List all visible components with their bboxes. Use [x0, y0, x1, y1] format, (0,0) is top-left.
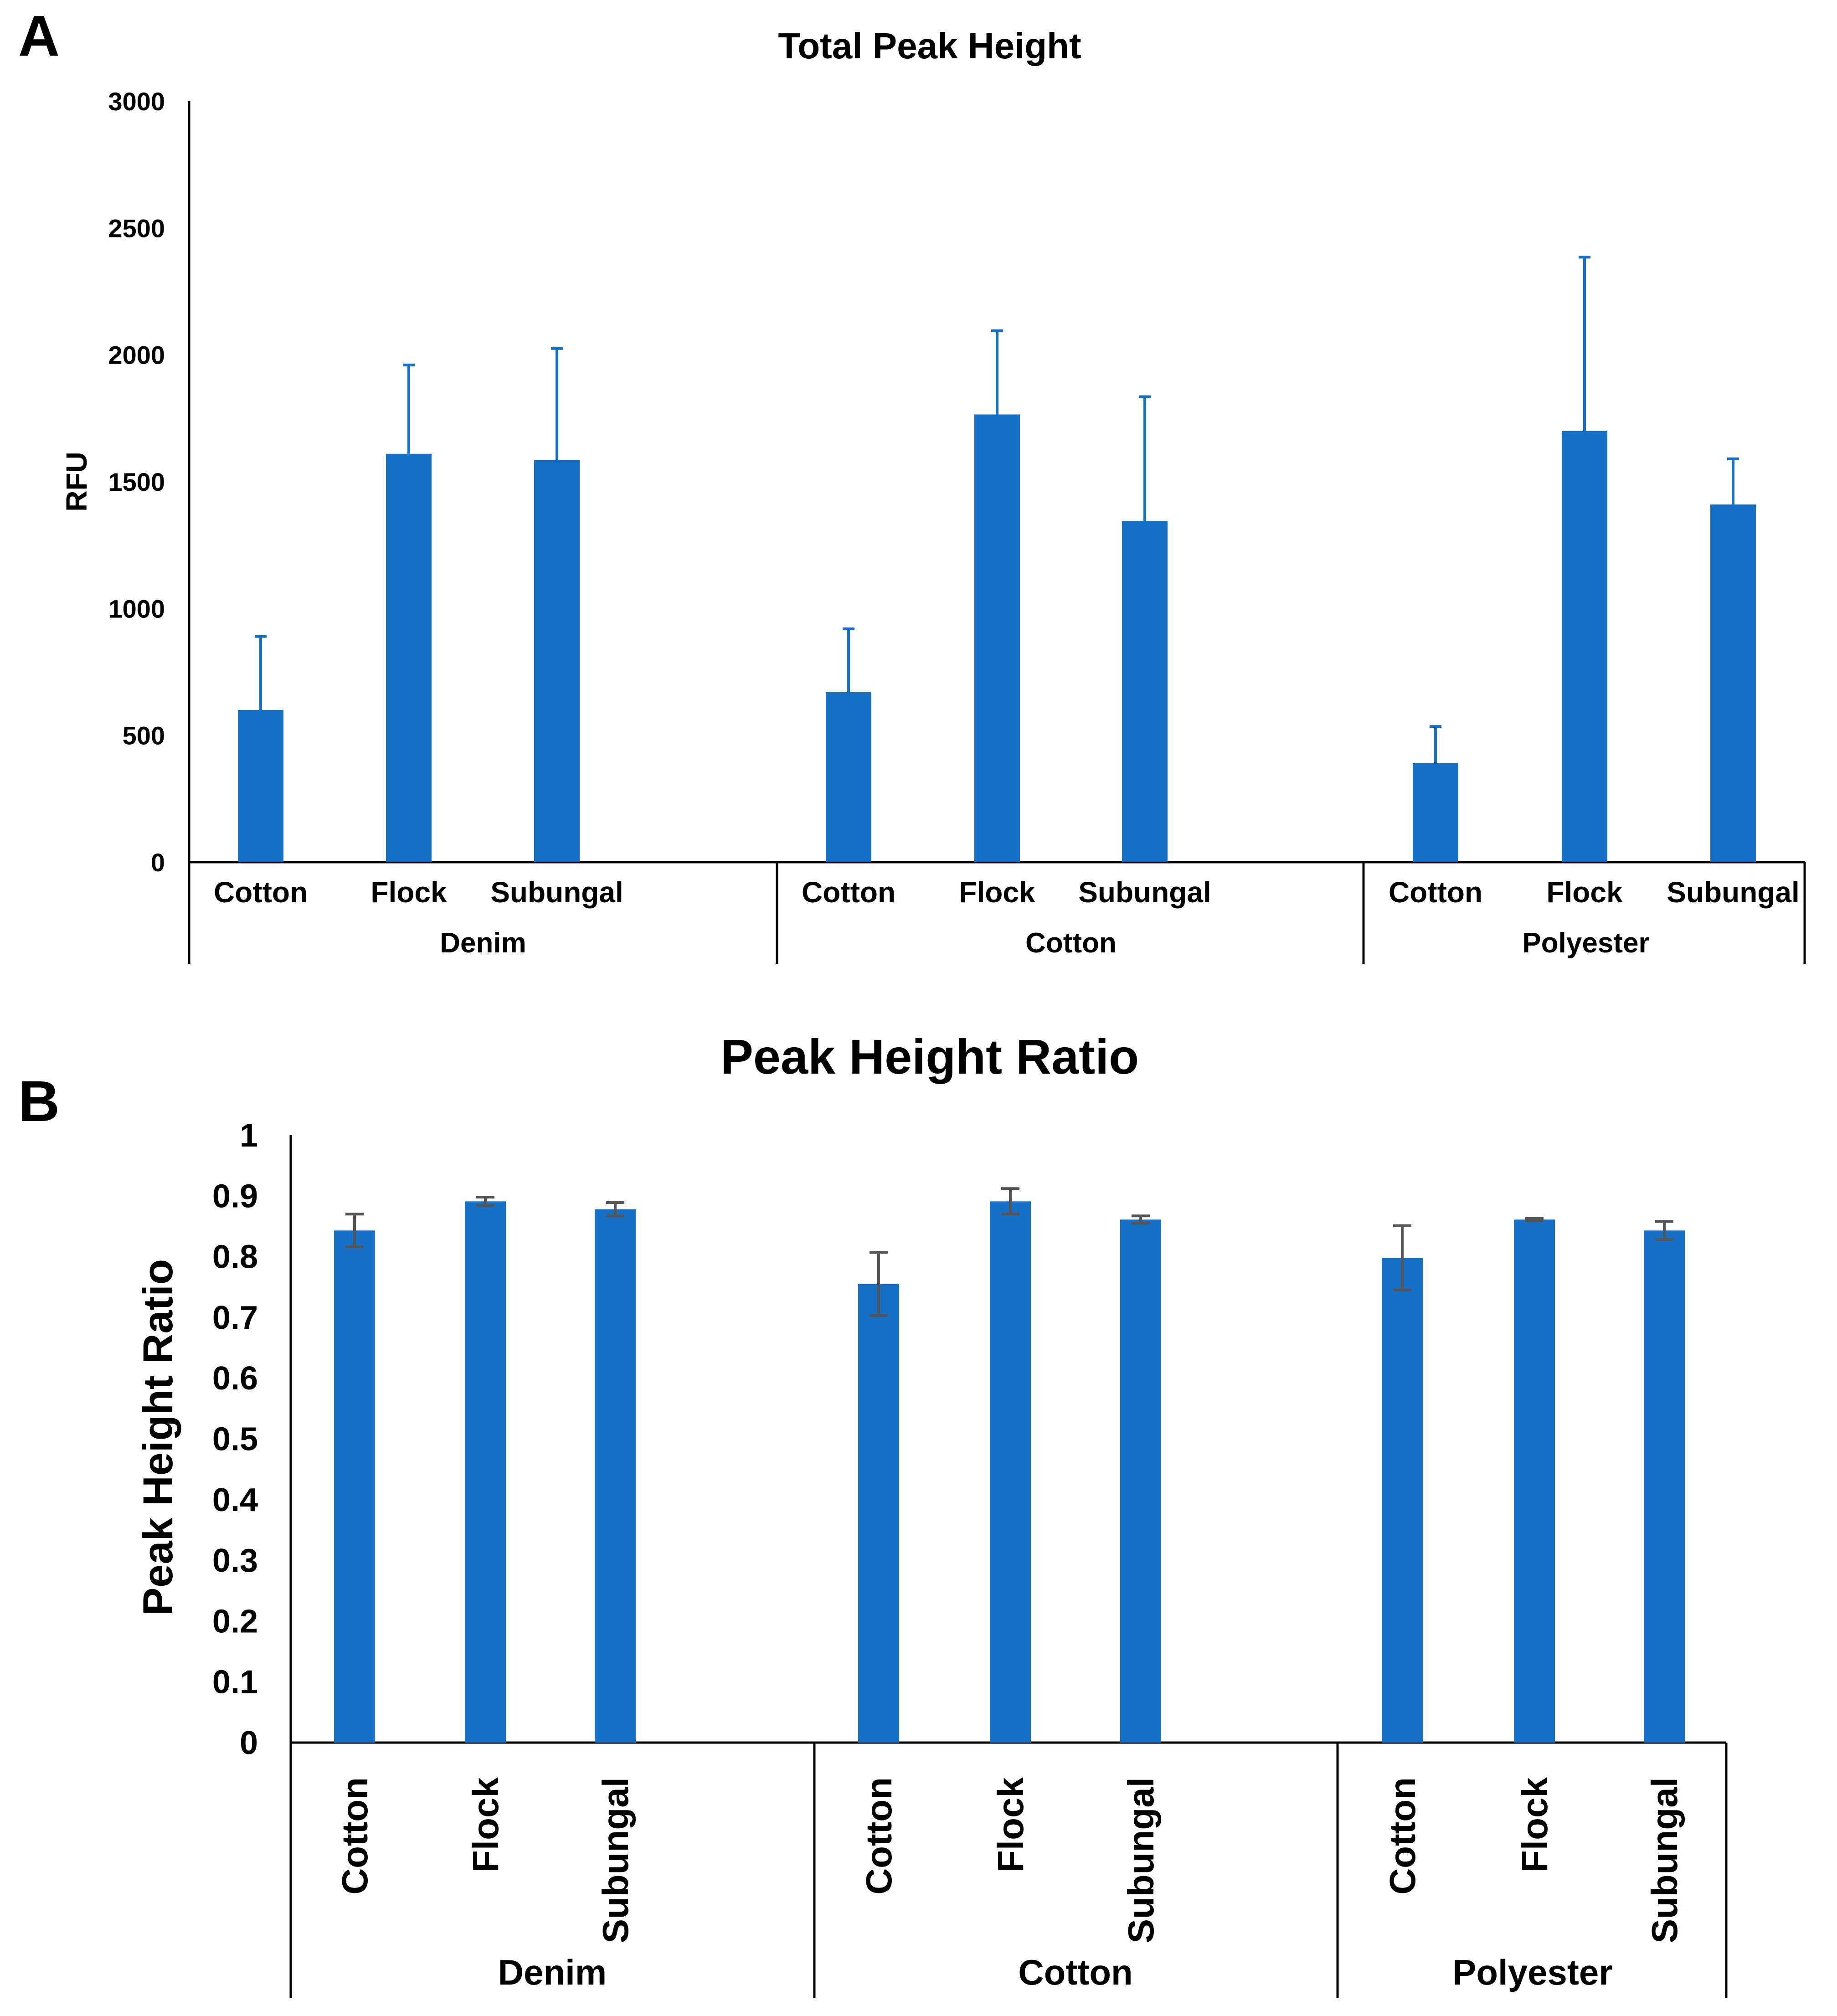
- chart-a-plot: 0 500 1000 1500 2000 2500 3000 RFU Cotton Flock Su…: [60, 87, 1806, 964]
- y-tick-label: 0: [240, 1725, 258, 1761]
- y-tick-label: 0.8: [212, 1239, 258, 1275]
- bar: [974, 414, 1020, 862]
- y-tick-label: 1000: [108, 594, 165, 623]
- bar: [1710, 504, 1756, 862]
- y-tick-label: 1500: [108, 468, 165, 496]
- y-tick-label: 2000: [108, 341, 165, 370]
- group-label: Cotton: [1018, 1952, 1132, 1992]
- x-tick-label: Flock: [1546, 876, 1623, 909]
- chart-a-title: Total Peak Height: [778, 26, 1081, 66]
- x-tick-label: Cotton: [802, 876, 895, 909]
- x-tick-label: Subungal: [1078, 876, 1211, 909]
- bar: [1562, 431, 1607, 862]
- chart-b-title: Peak Height Ratio: [720, 1029, 1139, 1084]
- y-tick-label: 500: [123, 721, 165, 750]
- y-axis-label: Peak Height Ratio: [135, 1259, 181, 1615]
- x-tick-label: Cotton: [214, 876, 308, 909]
- bar: [826, 692, 871, 862]
- x-tick-label: Subungal: [1644, 1777, 1685, 1943]
- group-label: Denim: [440, 927, 526, 959]
- y-tick-label: 0.4: [212, 1482, 258, 1518]
- bar: [1122, 521, 1168, 862]
- x-tick-label: Flock: [465, 1777, 506, 1872]
- x-tick-label: Cotton: [1382, 1777, 1423, 1895]
- bar: [238, 710, 283, 862]
- bar: [1644, 1230, 1685, 1743]
- y-tick-label: 0.2: [212, 1603, 258, 1640]
- y-tick-label: 0.1: [212, 1664, 258, 1701]
- y-tick-label: 3000: [108, 87, 165, 116]
- y-tick-label: 0.6: [212, 1360, 258, 1397]
- x-tick-label: Subungal: [1121, 1777, 1161, 1943]
- bar: [465, 1201, 506, 1743]
- x-tick-label: Cotton: [859, 1777, 899, 1895]
- y-tick-label: 2500: [108, 214, 165, 242]
- bar: [990, 1201, 1031, 1743]
- bar: [1120, 1219, 1161, 1743]
- bar: [534, 460, 580, 862]
- bar: [1413, 763, 1458, 862]
- chart-b-plot: 0 0.1 0.2 0.3 0.4 0.5 0.6 0.7 0.8 0.9 1 Peak Height…: [135, 1117, 1728, 1998]
- x-tick-label: Subungal: [490, 876, 623, 909]
- y-tick-label: 0.9: [212, 1178, 258, 1214]
- y-axis-label: RFU: [60, 452, 93, 512]
- bar: [1382, 1258, 1423, 1743]
- bar: [334, 1230, 375, 1743]
- x-tick-label: Cotton: [1389, 876, 1482, 909]
- y-tick-label: 1: [240, 1117, 258, 1154]
- y-tick-label: 0.5: [212, 1421, 258, 1458]
- y-tick-label: 0.3: [212, 1543, 258, 1579]
- x-tick-label: Flock: [1514, 1777, 1555, 1872]
- bar: [858, 1284, 899, 1743]
- group-label: Denim: [498, 1952, 607, 1992]
- x-tick-label: Subungal: [1667, 876, 1800, 909]
- bar: [595, 1209, 636, 1743]
- group-label: Cotton: [1025, 927, 1117, 959]
- x-tick-label: Flock: [990, 1777, 1031, 1872]
- group-label: Polyester: [1522, 927, 1649, 959]
- panel-a-letter: A: [18, 4, 60, 68]
- bar: [386, 453, 432, 862]
- x-tick-label: Flock: [959, 876, 1035, 909]
- y-tick-label: 0: [151, 848, 165, 877]
- panel-b-letter: B: [18, 1069, 60, 1133]
- x-tick-label: Subungal: [595, 1777, 636, 1943]
- x-tick-label: Flock: [370, 876, 447, 909]
- x-tick-label: Cotton: [334, 1777, 375, 1895]
- bar: [1514, 1219, 1555, 1743]
- group-label: Polyester: [1452, 1952, 1612, 1992]
- y-tick-label: 0.7: [212, 1300, 258, 1336]
